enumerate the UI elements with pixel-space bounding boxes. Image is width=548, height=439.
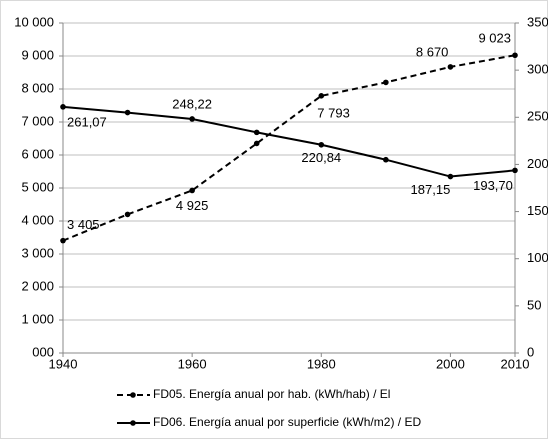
series-line xyxy=(62,105,516,178)
value-label: 187,15 xyxy=(411,182,451,197)
y-tick-label: 6 000 xyxy=(21,146,54,161)
y-tick-label: 3 000 xyxy=(21,245,54,260)
y2-tick-label: 200 xyxy=(527,156,548,171)
x-tick-label: 1960 xyxy=(178,356,207,371)
series-point xyxy=(253,129,260,136)
x-tick-label: 1940 xyxy=(49,356,78,371)
series-point xyxy=(189,187,195,194)
y-tick-label: 2 000 xyxy=(21,278,54,293)
y2-tick-label: 0 xyxy=(527,344,534,359)
y2-tick-label: 150 xyxy=(527,203,548,218)
series-point xyxy=(447,64,454,70)
y-tick-label: 000 xyxy=(32,344,54,359)
series-line xyxy=(62,54,516,242)
series-point xyxy=(124,211,131,218)
value-label: 7 793 xyxy=(317,105,350,120)
series-point xyxy=(383,79,389,86)
value-label: 9 023 xyxy=(478,31,511,46)
value-label: 261,07 xyxy=(67,114,107,129)
series-point xyxy=(447,173,454,180)
y-tick-label: 1 000 xyxy=(21,311,54,326)
x-tick-label: 2000 xyxy=(436,356,465,371)
y2-tick-label: 100 xyxy=(527,250,548,265)
x-tick-label: 1980 xyxy=(307,356,336,371)
series-point xyxy=(383,156,389,163)
value-label: 220,84 xyxy=(301,150,341,165)
y2-tick-label: 50 xyxy=(527,297,541,312)
value-label: 193,70 xyxy=(473,178,513,193)
legend-point xyxy=(130,392,136,398)
series-point xyxy=(512,52,518,59)
y-tick-label: 10 000 xyxy=(14,14,54,29)
y-tick-label: 8 000 xyxy=(21,80,54,95)
y-tick-label: 9 000 xyxy=(21,47,54,62)
y-tick-label: 7 000 xyxy=(21,113,54,128)
y2-tick-label: 250 xyxy=(527,109,548,124)
x-tick-label: 2010 xyxy=(501,356,530,371)
series-point xyxy=(124,109,131,116)
series-point xyxy=(512,167,518,174)
y-tick-label: 5 000 xyxy=(21,179,54,194)
y2-tick-label: 300 xyxy=(527,62,548,77)
series-point xyxy=(318,93,325,99)
value-label: 3 405 xyxy=(67,217,100,232)
value-label: 4 925 xyxy=(176,198,209,213)
series-point xyxy=(60,237,66,244)
legend-label: FD06. Energía anual por superficie (kWh/… xyxy=(153,415,421,429)
y2-tick-label: 350 xyxy=(527,14,548,29)
series-point xyxy=(60,104,66,110)
series-point xyxy=(318,141,325,148)
value-label: 248,22 xyxy=(172,96,212,111)
legend-point xyxy=(130,420,136,426)
series-point xyxy=(253,140,260,147)
legend-label: FD05. Energía anual por hab. (kWh/hab) /… xyxy=(153,387,390,401)
y-tick-label: 4 000 xyxy=(21,212,54,227)
series-point xyxy=(189,116,195,122)
value-label: 8 670 xyxy=(416,44,449,59)
